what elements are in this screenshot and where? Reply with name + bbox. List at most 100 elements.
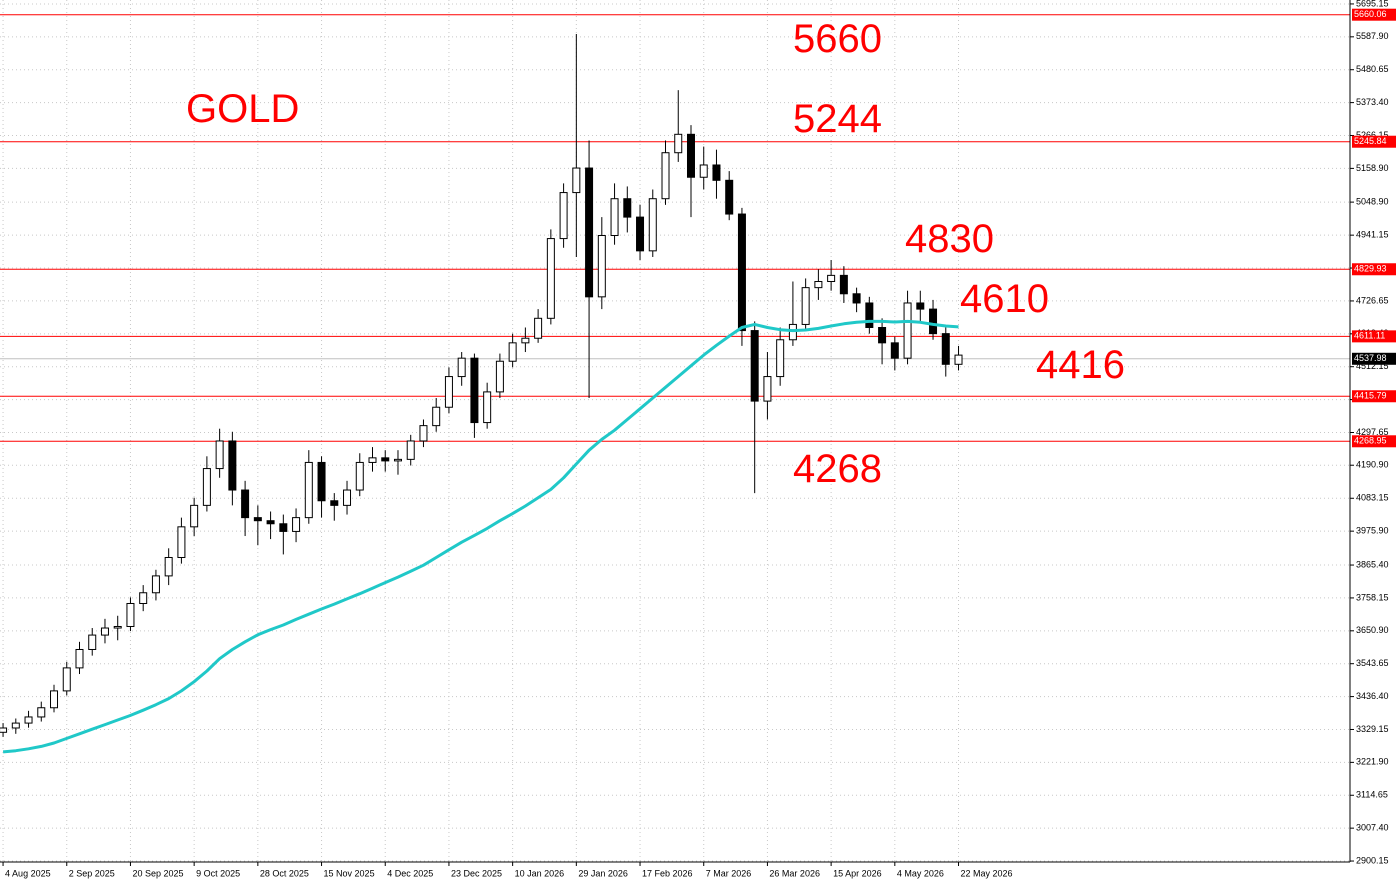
candle-body [878,327,887,344]
y-tick-label: 5266.15 [1356,130,1389,140]
level-tag [1352,435,1396,448]
candle-body [636,216,645,252]
level-tag [1352,330,1396,343]
candle-body [712,164,721,181]
candle-body [304,461,313,519]
candle-body [495,360,504,393]
level-label: 5660.06 [1354,9,1387,19]
candle-body [317,461,326,502]
annotation: 4610 [960,277,1049,321]
candle-body [559,192,568,240]
candle-body [597,235,606,298]
candle-body [190,504,199,528]
candle-body [432,406,441,427]
candle-body [763,376,772,402]
candle-body [62,667,71,692]
level-label: 4611.11 [1354,331,1385,341]
y-tick-label: 3650.90 [1356,625,1389,635]
candle-body [393,458,402,462]
level-label: 4415.79 [1354,391,1387,401]
annotation: 5660 [793,17,882,61]
x-tick-label: 4 May 2026 [897,868,944,878]
x-tick-label: 15 Nov 2025 [324,868,375,878]
candle-body [699,164,708,178]
candle-body [534,317,543,339]
candle-body [139,592,148,604]
candle-body [343,489,352,506]
candle-body [151,575,160,594]
candle-body [852,293,861,304]
candle-body [253,517,262,522]
candle-body [725,179,734,215]
y-tick-label: 3329.15 [1356,724,1389,734]
y-tick-label: 3221.90 [1356,757,1389,767]
candle-body [546,238,555,319]
annotation: 4416 [1036,343,1125,387]
y-tick-label: 3758.15 [1356,592,1389,602]
annotation: 4830 [905,217,994,261]
time-scale [0,862,1400,889]
candle-body [177,526,186,558]
level-tag [1352,8,1396,21]
y-tick-label: 3543.65 [1356,658,1389,668]
x-tick-label: 2 Sep 2025 [69,868,115,878]
y-tick-label: 5480.65 [1356,64,1389,74]
last-price-tag [1352,352,1396,365]
candle-body [355,461,364,491]
candle-body [126,602,135,627]
x-tick-label: 7 Mar 2026 [706,868,752,878]
last-price-label: 4537.98 [1354,353,1387,363]
level-tag [1352,263,1396,276]
candle-body [444,376,453,408]
candle-body [483,391,492,424]
candle-body [241,489,250,519]
candle-body [113,625,122,629]
candle-body [661,152,670,200]
x-tick-label: 17 Feb 2026 [642,868,693,878]
candle-body [419,425,428,442]
level-label: 4268.95 [1354,436,1387,446]
y-tick-label: 3865.40 [1356,559,1389,569]
candle-body [954,354,963,365]
candle-body [686,133,695,178]
x-tick-label: 23 Dec 2025 [451,868,502,878]
x-tick-label: 26 Mar 2026 [769,868,820,878]
candle-body [585,167,594,298]
y-tick-label: 3007.40 [1356,823,1389,833]
y-tick-label: 5695.15 [1356,0,1389,8]
y-tick-label: 4726.65 [1356,295,1389,305]
candle-body [839,274,848,295]
candle-body [814,281,823,289]
x-tick-label: 28 Oct 2025 [260,868,309,878]
annotation: 4268 [793,447,882,491]
x-tick-label: 4 Aug 2025 [5,868,51,878]
candle-body [100,627,109,636]
y-tick-label: 4083.15 [1356,493,1389,503]
candle-body [406,440,415,460]
candle-body [572,167,581,194]
candle-body [457,357,466,378]
candle-body [903,302,912,359]
annotation: 5244 [793,97,882,141]
candle-body [776,339,785,378]
candle-body [648,198,657,252]
x-tick-label: 10 Jan 2026 [515,868,565,878]
candle-body [737,213,746,332]
y-tick-label: 3114.65 [1356,790,1388,800]
candle-body [788,323,797,341]
candle-body [470,357,479,424]
candle-body [88,634,97,650]
candle-body [623,198,632,218]
y-tick-label: 3975.90 [1356,526,1389,536]
x-tick-label: 9 Oct 2025 [196,868,240,878]
candle-body [381,457,390,462]
candle-body [521,337,530,344]
y-tick-label: 5587.90 [1356,31,1389,41]
y-tick-label: 4297.65 [1356,427,1389,437]
candle-body [674,133,683,154]
candle-body [266,520,275,525]
y-tick-label: 2900.15 [1356,855,1389,865]
annotation: GOLD [186,87,299,131]
